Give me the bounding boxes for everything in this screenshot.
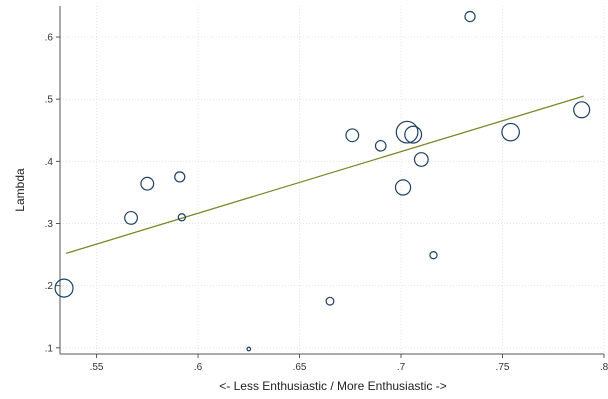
x-tick-label-1: .6: [194, 362, 203, 373]
data-point-1: [573, 101, 591, 119]
fit-line: [65, 95, 584, 254]
y-tick-label-4: .5: [45, 95, 54, 106]
data-point-4: [404, 125, 423, 144]
data-point-15: [325, 296, 335, 306]
y-axis-label: Lambda: [13, 168, 27, 212]
gridlines: [60, 6, 605, 354]
data-point-14: [54, 278, 74, 298]
data-point-7: [413, 152, 429, 167]
x-axis-label: <- Less Enthusiastic / More Enthusiastic…: [219, 379, 446, 393]
x-tick-label-5: .8: [600, 362, 608, 373]
data-point-3: [395, 120, 419, 144]
fit-line-group: [65, 95, 584, 254]
data-point-2: [501, 122, 520, 142]
data-point-5: [345, 128, 360, 143]
x-axis-ticks: .55 .6 .65 .7 .75 .8: [90, 354, 608, 373]
data-point-12: [177, 213, 186, 222]
data-point-8: [394, 179, 412, 196]
data-point-16: [246, 346, 252, 352]
y-tick-label-1: .2: [45, 281, 54, 292]
y-tick-label-5: .6: [45, 33, 54, 44]
data-point-0: [464, 10, 476, 23]
y-tick-label-2: .3: [45, 219, 54, 230]
y-tick-label-3: .4: [45, 157, 54, 168]
data-points: [54, 10, 591, 352]
data-point-13: [429, 251, 438, 260]
x-tick-label-3: .7: [397, 362, 406, 373]
data-point-10: [174, 171, 186, 183]
x-tick-label-4: .75: [496, 362, 510, 373]
x-tick-label-2: .65: [293, 362, 307, 373]
x-tick-label-0: .55: [90, 362, 104, 373]
data-point-11: [124, 210, 138, 225]
data-point-9: [140, 176, 155, 191]
y-axis-ticks: .1 .2 .3 .4 .5 .6: [45, 33, 60, 354]
y-tick-label-0: .1: [45, 343, 54, 354]
data-point-6: [374, 139, 387, 152]
